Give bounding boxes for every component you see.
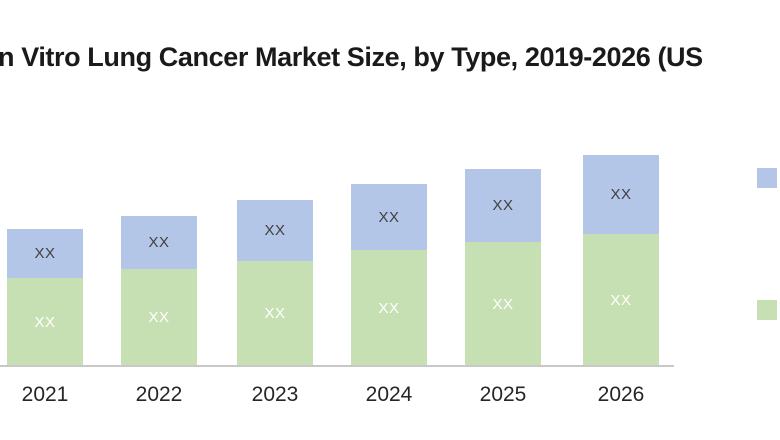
bar-2021-top-blue-segment: XX: [7, 229, 83, 278]
x-axis-tick-label-2024: 2024: [365, 383, 413, 406]
bar-2025-top-blue-segment: XX: [465, 169, 541, 242]
chart-title: n Vitro Lung Cancer Market Size, by Type…: [0, 42, 703, 72]
bar-2024: XX XX: [351, 184, 427, 366]
legend: [757, 0, 780, 440]
bar-2021: XX XX: [7, 229, 83, 366]
bar-2023-top-blue-segment: XX: [237, 200, 313, 261]
bar-2021-bottom-green-segment: XX: [7, 278, 83, 366]
bar-2024-bottom-green-segment: XX: [351, 250, 427, 366]
bar-segment-label: XX: [34, 245, 56, 262]
bar-segment-label: XX: [148, 309, 170, 326]
bar-segment-label: XX: [378, 208, 400, 226]
bar-segment-label: XX: [34, 313, 56, 331]
bar-segment-label: XX: [610, 291, 632, 309]
bar-2026: XX XX: [583, 155, 659, 366]
bar-2022-bottom-green-segment: XX: [121, 269, 197, 366]
bar-segment-label: XX: [264, 222, 286, 239]
legend-swatch-blue: [757, 168, 777, 188]
bar-2022-top-blue-segment: XX: [121, 216, 197, 269]
x-axis-tick-label-2023: 2023: [251, 383, 299, 406]
x-axis-tick-label-2025: 2025: [479, 383, 527, 406]
bar-2023: XX XX: [237, 200, 313, 366]
bar-segment-label: XX: [610, 186, 632, 203]
x-axis-line: [0, 365, 674, 367]
bar-segment-label: XX: [492, 295, 514, 313]
bar-segment-label: XX: [148, 234, 170, 251]
bar-2023-bottom-green-segment: XX: [237, 261, 313, 366]
x-axis-tick-label-2021: 2021: [21, 383, 69, 406]
bar-2025: XX XX: [465, 169, 541, 366]
legend-swatch-green: [757, 300, 777, 320]
bar-2026-top-blue-segment: XX: [583, 155, 659, 234]
bar-segment-label: XX: [378, 299, 400, 317]
bar-segment-label: XX: [492, 197, 514, 214]
bar-2024-top-blue-segment: XX: [351, 184, 427, 250]
bar-segment-label: XX: [264, 305, 286, 322]
x-axis-tick-label-2022: 2022: [135, 383, 183, 406]
bar-2025-bottom-green-segment: XX: [465, 242, 541, 366]
x-axis-tick-label-2026: 2026: [597, 383, 645, 406]
bar-2026-bottom-green-segment: XX: [583, 234, 659, 366]
bar-2022: XX XX: [121, 216, 197, 366]
